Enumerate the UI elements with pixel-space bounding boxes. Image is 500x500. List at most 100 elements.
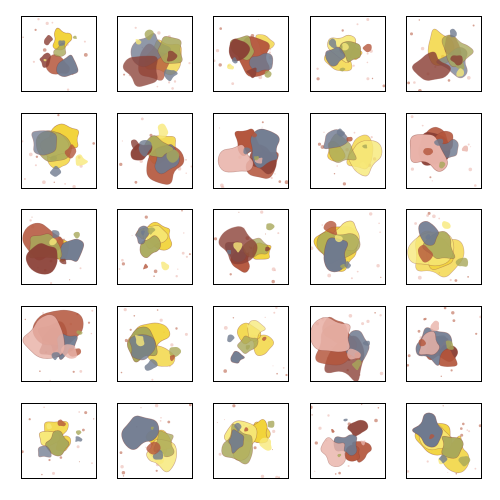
blob-accent — [49, 238, 57, 246]
blob-accent — [434, 138, 444, 146]
blob-accent — [343, 418, 348, 422]
blob-accent — [439, 161, 446, 169]
blob-accent — [339, 67, 346, 72]
blob-shape — [418, 220, 439, 246]
blob-shape — [25, 243, 58, 275]
speckle — [121, 471, 126, 475]
speckle — [83, 53, 88, 57]
blob-shape — [247, 319, 266, 342]
speckle — [83, 40, 86, 43]
speckle — [426, 214, 429, 217]
speckle — [258, 18, 260, 20]
speckle — [53, 181, 55, 183]
blob-accent — [76, 330, 83, 335]
speckle — [52, 471, 55, 475]
speckle — [475, 332, 478, 335]
speckle — [181, 210, 183, 212]
speckle — [76, 445, 80, 449]
blob-image — [22, 309, 94, 381]
image-tile — [117, 209, 193, 285]
blob-image — [407, 19, 475, 91]
speckle — [278, 180, 282, 183]
blob-accent — [254, 157, 263, 164]
speckle — [118, 268, 121, 270]
speckle — [229, 273, 232, 276]
blob-accent — [418, 339, 427, 347]
speckle — [34, 28, 37, 31]
speckle — [316, 67, 319, 70]
image-tile — [213, 113, 289, 189]
speckle — [338, 471, 341, 475]
blob-accent — [265, 246, 271, 252]
speckle — [417, 329, 421, 333]
blob-accent — [362, 144, 368, 149]
speckle — [407, 81, 410, 85]
image-tile — [213, 306, 289, 382]
blob-accent — [344, 261, 352, 269]
speckle — [311, 246, 314, 250]
speckle — [366, 18, 370, 21]
speckle — [31, 216, 33, 218]
blob-accent — [331, 429, 335, 433]
blob-shape — [348, 139, 383, 177]
speckle — [155, 469, 158, 472]
speckle — [421, 124, 424, 127]
blob-accent — [152, 449, 164, 460]
blob-accent — [251, 132, 258, 138]
blob-image — [22, 114, 95, 188]
speckle — [214, 59, 216, 62]
blob-shape — [56, 54, 79, 77]
blob-accent — [157, 123, 169, 139]
speckle — [37, 18, 40, 21]
blob-accent — [227, 249, 232, 255]
speckle — [347, 465, 350, 467]
speckle — [378, 222, 380, 225]
blob-accent — [166, 50, 178, 62]
speckle — [24, 318, 26, 321]
speckle — [214, 237, 218, 241]
blob-shape — [122, 55, 158, 87]
image-tile — [21, 209, 97, 285]
speckle — [123, 308, 127, 312]
speckle — [22, 36, 24, 38]
speckle — [91, 462, 93, 464]
speckle — [460, 427, 463, 430]
image-tile — [213, 16, 289, 92]
speckle — [22, 140, 24, 143]
speckle — [341, 29, 344, 32]
image-tile — [21, 403, 97, 479]
speckle — [474, 184, 477, 187]
image-tile — [310, 16, 386, 92]
speckle — [438, 217, 441, 220]
speckle — [121, 140, 123, 142]
speckle — [273, 311, 276, 314]
speckle — [426, 460, 429, 463]
blob-shape — [52, 27, 73, 51]
speckle — [261, 121, 264, 124]
speckle — [467, 276, 469, 278]
speckle — [215, 49, 220, 53]
speckle — [66, 88, 70, 91]
speckle — [320, 145, 325, 149]
speckle — [149, 133, 153, 137]
speckle — [382, 84, 385, 88]
blob-accent — [245, 344, 250, 350]
blob-accent — [166, 149, 180, 163]
blob-accent — [60, 344, 78, 359]
blob-accent — [359, 162, 367, 169]
speckle — [429, 176, 432, 179]
blob-accent — [135, 334, 145, 347]
blob-accent — [360, 440, 366, 446]
blob-image — [22, 18, 88, 91]
blob-accent — [49, 165, 62, 177]
speckle — [450, 369, 453, 372]
blob-shape — [418, 330, 440, 356]
speckle — [316, 77, 320, 81]
blob-accent — [262, 336, 267, 341]
speckle — [467, 76, 471, 80]
speckle — [50, 282, 53, 284]
speckle — [139, 159, 143, 163]
speckle — [451, 311, 455, 315]
speckle — [84, 411, 88, 415]
speckle — [159, 420, 162, 422]
